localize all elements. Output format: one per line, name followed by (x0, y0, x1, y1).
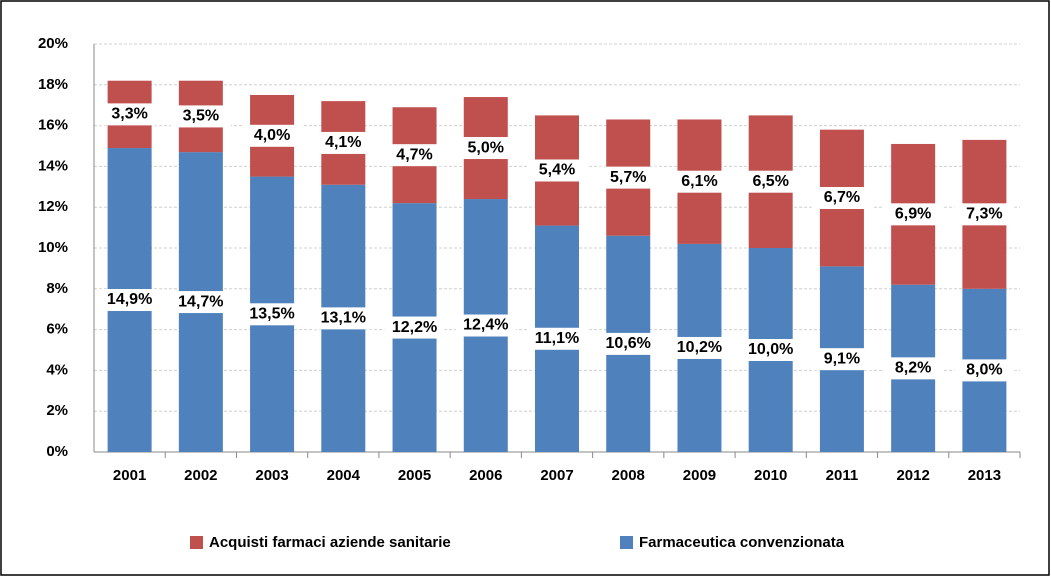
data-label: 12,2% (392, 319, 437, 336)
data-label: 4,1% (325, 134, 361, 151)
x-tick-label: 2012 (896, 467, 929, 484)
legend-swatch (620, 536, 633, 549)
legend-swatch (190, 536, 203, 549)
label-background (669, 170, 730, 193)
data-label: 11,1% (535, 330, 579, 347)
y-tick-label: 0% (46, 443, 68, 460)
y-tick-label: 6% (46, 321, 68, 338)
data-label: 6,5% (752, 173, 788, 190)
data-label: 5,0% (468, 139, 504, 156)
data-label: 14,7% (178, 293, 223, 310)
label-background (740, 339, 801, 361)
label-background (811, 348, 872, 371)
data-label: 9,1% (824, 350, 860, 367)
data-label: 7,3% (966, 206, 1002, 223)
data-label: 10,6% (606, 335, 651, 352)
label-background (455, 137, 516, 160)
label-background (669, 336, 730, 359)
label-background (883, 357, 944, 380)
x-tick-label: 2009 (683, 467, 716, 484)
x-tick-label: 2010 (754, 467, 787, 484)
label-background (99, 289, 160, 312)
y-tick-label: 10% (38, 239, 68, 256)
y-tick-label: 16% (38, 117, 68, 134)
data-label: 12,4% (463, 317, 508, 334)
x-tick-label: 2013 (968, 467, 1001, 484)
data-label: 5,4% (539, 162, 575, 179)
y-tick-label: 14% (38, 157, 68, 174)
x-tick-label: 2008 (612, 467, 645, 484)
y-tick-label: 8% (46, 280, 68, 297)
x-tick-label: 2005 (398, 467, 431, 484)
data-label: 6,1% (681, 173, 717, 190)
data-label: 3,3% (111, 106, 147, 123)
y-tick-label: 4% (46, 361, 68, 378)
data-label: 13,1% (321, 310, 366, 327)
label-background (527, 327, 587, 350)
data-label: 3,5% (183, 108, 219, 125)
data-label: 4,0% (254, 127, 290, 144)
data-label: 6,7% (824, 189, 860, 206)
label-background (954, 203, 1015, 226)
label-background (527, 159, 587, 182)
x-tick-label: 2011 (826, 467, 859, 484)
data-label: 8,2% (895, 360, 931, 377)
label-background (384, 144, 445, 167)
label-background (740, 170, 801, 193)
x-tick-label: 2002 (184, 467, 217, 484)
label-background (313, 307, 374, 330)
x-tick-label: 2003 (255, 467, 288, 484)
x-tick-label: 2004 (327, 467, 361, 484)
data-label: 10,0% (748, 341, 793, 358)
legend-label: Farmaceutica convenzionata (639, 534, 845, 551)
label-background (455, 314, 516, 337)
label-background (598, 332, 659, 355)
label-background (954, 359, 1015, 382)
data-label: 13,5% (249, 306, 294, 323)
label-background (242, 303, 303, 326)
x-tick-label: 2007 (540, 467, 573, 484)
y-tick-label: 12% (38, 198, 68, 215)
label-background (170, 105, 231, 128)
data-label: 6,9% (895, 206, 931, 223)
y-tick-label: 20% (38, 35, 68, 52)
label-background (384, 316, 445, 339)
label-background (313, 131, 374, 154)
label-background (811, 187, 872, 210)
legend-label: Acquisti farmaci aziende sanitarie (209, 534, 451, 551)
y-tick-label: 2% (46, 402, 68, 419)
data-label: 14,9% (107, 291, 152, 308)
x-tick-label: 2001 (113, 467, 146, 484)
data-label: 5,7% (610, 169, 646, 186)
label-background (598, 166, 659, 189)
label-background (170, 291, 231, 314)
label-background (242, 124, 303, 147)
label-background (883, 203, 944, 226)
data-label: 8,0% (966, 362, 1002, 379)
data-label: 4,7% (396, 146, 432, 163)
data-label: 10,2% (677, 339, 722, 356)
x-tick-label: 2006 (469, 467, 502, 484)
label-background (99, 103, 160, 126)
y-tick-label: 18% (38, 76, 68, 93)
